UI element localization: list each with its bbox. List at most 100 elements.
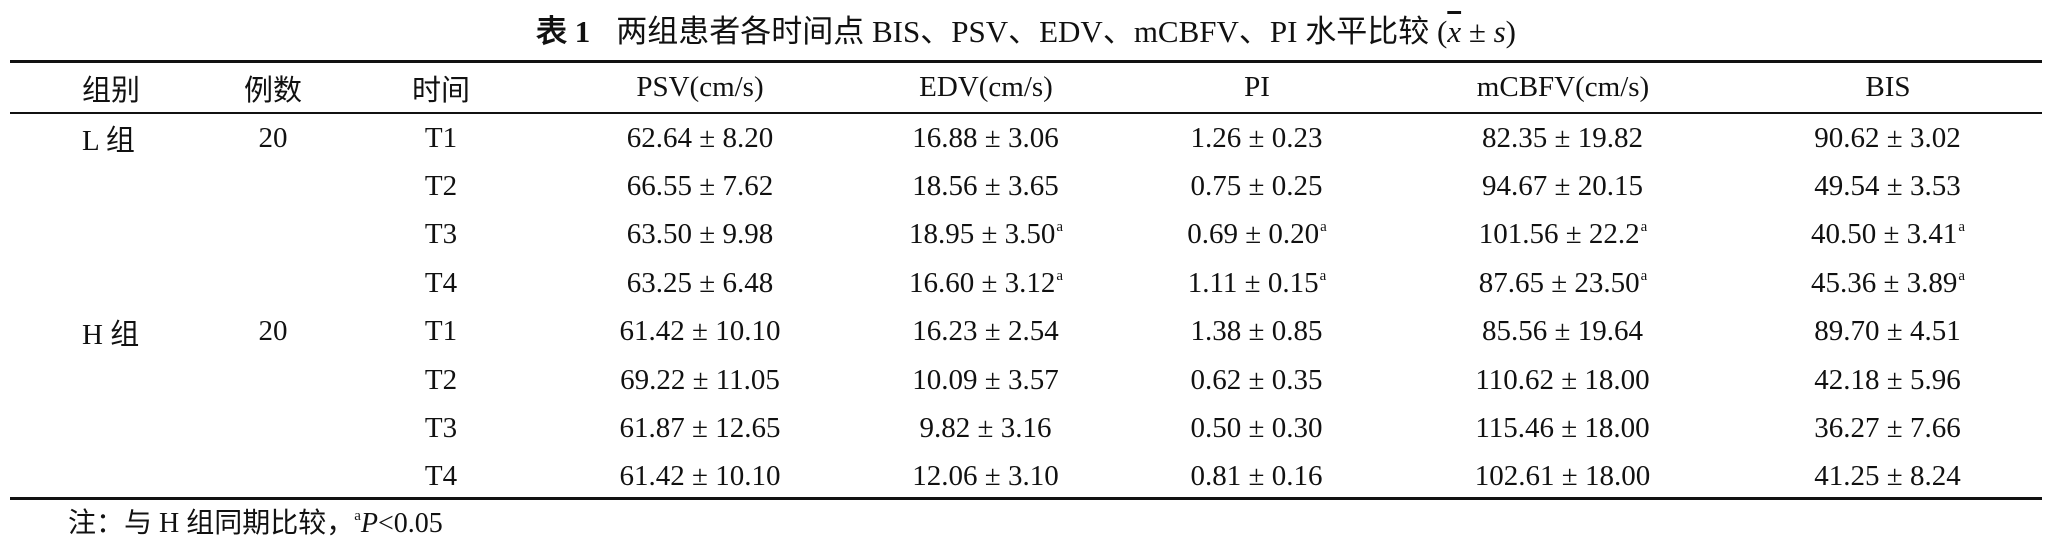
cell-mcbfv: 87.65 ± 23.50a	[1392, 259, 1734, 307]
cell-time: T2	[424, 363, 458, 396]
cell-n	[214, 404, 332, 452]
header-group: 组别	[82, 74, 141, 107]
cell-bis-value: 49.54 ± 3.53	[1814, 170, 1961, 203]
header-psv: PSV(cm/s)	[636, 71, 764, 103]
top-rule	[10, 60, 2042, 63]
cell-pi: 1.38 ± 0.85	[1122, 308, 1392, 356]
cell-group: H 组	[82, 318, 140, 351]
caption-text: 两组患者各时间点 BIS、PSV、EDV、mCBFV、PI 水平比较 (	[616, 14, 1448, 49]
table-row: T2 66.55 ± 7.62 18.56 ± 3.65 0.75 ± 0.25 94.…	[10, 162, 2042, 210]
note-p: P	[360, 508, 379, 539]
cell-pi-value: 0.69 ± 0.20	[1187, 218, 1320, 251]
note-mark: a	[354, 508, 361, 524]
cell-bis: 41.25 ± 8.24	[1734, 453, 2042, 501]
significance-mark: a	[1056, 267, 1064, 284]
significance-mark: a	[1958, 267, 1966, 284]
cell-pi-value: 0.50 ± 0.30	[1190, 412, 1323, 445]
cell-psv: 63.25 ± 6.48	[550, 259, 850, 307]
cell-n: 20	[258, 121, 288, 154]
cell-psv: 61.42 ± 10.10	[550, 308, 850, 356]
cell-psv-value: 61.87 ± 12.65	[619, 412, 781, 445]
cell-group: L 组	[82, 125, 135, 158]
header-n: 例数	[243, 74, 302, 107]
cell-psv-value: 62.64 ± 8.20	[626, 121, 774, 154]
cell-group	[10, 356, 214, 404]
cell-mcbfv: 85.56 ± 19.64	[1392, 308, 1734, 356]
cell-mcbfv-value: 94.67 ± 20.15	[1482, 170, 1643, 203]
cell-pi: 0.50 ± 0.30	[1122, 404, 1392, 452]
header-edv: EDV(cm/s)	[919, 71, 1053, 103]
cell-pi: 1.26 ± 0.23	[1122, 112, 1392, 162]
cell-psv: 61.87 ± 12.65	[550, 404, 850, 452]
cell-mcbfv-value: 110.62 ± 18.00	[1475, 363, 1650, 396]
cell-bis-value: 45.36 ± 3.89	[1810, 266, 1958, 299]
cell-time: T1	[424, 121, 458, 154]
cell-mcbfv: 94.67 ± 20.15	[1392, 162, 1734, 210]
cell-edv-value: 16.23 ± 2.54	[912, 315, 1059, 348]
cell-time: T2	[424, 170, 458, 203]
cell-pi-value: 0.75 ± 0.25	[1190, 170, 1323, 203]
cell-edv: 9.82 ± 3.16	[850, 404, 1122, 452]
cell-edv: 16.88 ± 3.06	[850, 112, 1122, 162]
cell-pi-value: 1.38 ± 0.85	[1190, 315, 1323, 348]
cell-psv-value: 66.55 ± 7.62	[626, 170, 774, 203]
cell-bis-value: 90.62 ± 3.02	[1814, 121, 1961, 154]
cell-edv-value: 9.82 ± 3.16	[919, 412, 1052, 445]
table-row: L 组 20 T1 62.64 ± 8.20 16.88 ± 3.06 1.26 ± 0.…	[10, 112, 2042, 162]
table-note: 注：与 H 组同期比较，aP<0.05	[68, 506, 443, 542]
cell-bis-value: 40.50 ± 3.41	[1810, 218, 1958, 251]
table-row: T4 61.42 ± 10.10 12.06 ± 3.10 0.81 ± 0.16 10…	[10, 453, 2042, 501]
cell-pi: 1.11 ± 0.15a	[1122, 259, 1392, 307]
cell-n	[214, 453, 332, 501]
cell-psv: 62.64 ± 8.20	[550, 112, 850, 162]
cell-bis: 89.70 ± 4.51	[1734, 308, 2042, 356]
cell-mcbfv: 101.56 ± 22.2a	[1392, 211, 1734, 259]
cell-edv-value: 16.60 ± 3.12	[908, 266, 1056, 299]
cell-time: T4	[424, 460, 458, 493]
cell-edv: 16.60 ± 3.12a	[850, 259, 1122, 307]
cell-mcbfv: 115.46 ± 18.00	[1392, 404, 1734, 452]
table-row: T4 63.25 ± 6.48 16.60 ± 3.12a 1.11 ± 0.15a 8…	[10, 259, 2042, 307]
cell-group	[10, 404, 214, 452]
header-mcbfv: mCBFV(cm/s)	[1476, 71, 1650, 103]
table-caption: 表 1 两组患者各时间点 BIS、PSV、EDV、mCBFV、PI 水平比较 (x…	[0, 10, 2052, 54]
cell-edv-value: 16.88 ± 3.06	[912, 121, 1059, 154]
cell-bis: 42.18 ± 5.96	[1734, 356, 2042, 404]
header-pi: PI	[1244, 71, 1270, 103]
cell-pi: 0.69 ± 0.20a	[1122, 211, 1392, 259]
cell-n	[214, 356, 332, 404]
cell-edv: 18.56 ± 3.65	[850, 162, 1122, 210]
cell-edv-value: 10.09 ± 3.57	[912, 363, 1059, 396]
cell-pi-value: 0.62 ± 0.35	[1190, 363, 1323, 396]
cell-edv-value: 18.56 ± 3.65	[912, 170, 1059, 203]
cell-pi-value: 0.81 ± 0.16	[1190, 460, 1323, 493]
significance-mark: a	[1640, 267, 1648, 284]
bottom-rule	[10, 497, 2042, 500]
cell-n	[214, 259, 332, 307]
cell-edv: 18.95 ± 3.50a	[850, 211, 1122, 259]
cell-edv: 16.23 ± 2.54	[850, 308, 1122, 356]
cell-mcbfv-value: 82.35 ± 19.82	[1482, 121, 1643, 154]
cell-bis: 36.27 ± 7.66	[1734, 404, 2042, 452]
cell-n	[214, 162, 332, 210]
significance-mark: a	[1320, 219, 1327, 236]
cell-pi: 0.75 ± 0.25	[1122, 162, 1392, 210]
cell-n	[214, 211, 332, 259]
cell-bis: 40.50 ± 3.41a	[1734, 211, 2042, 259]
cell-time: T3	[424, 218, 458, 251]
cell-mcbfv: 102.61 ± 18.00	[1392, 453, 1734, 501]
cell-psv: 66.55 ± 7.62	[550, 162, 850, 210]
cell-mcbfv-value: 85.56 ± 19.64	[1482, 315, 1643, 348]
significance-mark: a	[1958, 219, 1966, 236]
cell-mcbfv-value: 115.46 ± 18.00	[1475, 412, 1650, 445]
cell-n: 20	[258, 315, 288, 348]
significance-mark: a	[1056, 219, 1064, 236]
header-row: 组别 例数 时间 PSV(cm/s) EDV(cm/s) PI mCBFV(cm…	[10, 63, 2042, 112]
cell-edv-value: 12.06 ± 3.10	[912, 460, 1059, 493]
cell-bis: 49.54 ± 3.53	[1734, 162, 2042, 210]
cell-edv: 10.09 ± 3.57	[850, 356, 1122, 404]
cell-psv: 63.50 ± 9.98	[550, 211, 850, 259]
cell-edv: 12.06 ± 3.10	[850, 453, 1122, 501]
cell-psv: 61.42 ± 10.10	[550, 453, 850, 501]
cell-time: T3	[424, 412, 458, 445]
